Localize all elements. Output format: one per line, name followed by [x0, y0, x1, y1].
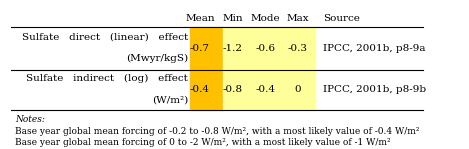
Bar	[190, 70, 223, 110]
Text: -1.2: -1.2	[223, 44, 243, 52]
Bar	[223, 27, 315, 70]
Text: -0.3: -0.3	[287, 44, 307, 52]
Text: (Mwyr/kgS): (Mwyr/kgS)	[126, 54, 189, 63]
Text: -0.4: -0.4	[190, 85, 210, 94]
Bar	[190, 27, 223, 70]
Bar	[223, 70, 315, 110]
Text: (W/m²): (W/m²)	[152, 96, 189, 105]
Text: Sulfate   indirect   (log)   effect: Sulfate indirect (log) effect	[26, 74, 189, 83]
Text: 0: 0	[294, 85, 301, 94]
Text: Source: Source	[323, 14, 360, 23]
Text: -0.6: -0.6	[256, 44, 276, 52]
Text: Min: Min	[222, 14, 243, 23]
Text: -0.7: -0.7	[190, 44, 210, 52]
Text: IPCC, 2001b, p8-9a: IPCC, 2001b, p8-9a	[323, 44, 426, 52]
Text: Notes:: Notes:	[15, 115, 45, 124]
Text: IPCC, 2001b, p8-9b: IPCC, 2001b, p8-9b	[323, 85, 426, 94]
Text: -0.4: -0.4	[256, 85, 276, 94]
Text: Mode: Mode	[251, 14, 280, 23]
Text: Max: Max	[286, 14, 309, 23]
Text: Sulfate   direct   (linear)   effect: Sulfate direct (linear) effect	[22, 33, 189, 42]
Text: -0.8: -0.8	[223, 85, 243, 94]
Text: Base year global mean forcing of 0 to -2 W/m², with a most likely value of -1 W/: Base year global mean forcing of 0 to -2…	[15, 138, 391, 147]
Text: Base year global mean forcing of -0.2 to -0.8 W/m², with a most likely value of : Base year global mean forcing of -0.2 to…	[15, 127, 420, 136]
Text: Mean: Mean	[185, 14, 215, 23]
